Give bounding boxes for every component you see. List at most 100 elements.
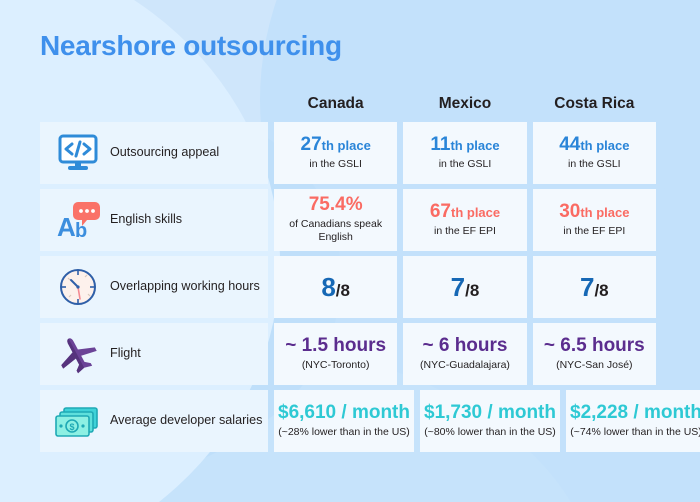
data-cell: 8/8: [274, 256, 398, 318]
cell-value-main: ~ 1.5 hours: [285, 334, 387, 356]
table-row: $ Average developer salaries $6,610 / mon…: [40, 390, 700, 452]
cell-subtext: of Canadians speak English: [289, 218, 383, 244]
cell-primary-value: 7/8: [450, 271, 480, 302]
code-monitor-icon: [54, 131, 102, 175]
row-label-text: Flight: [110, 346, 141, 361]
cell-subtext: in the GSLI: [568, 157, 621, 170]
row-label-cell: Outsourcing appeal: [40, 122, 268, 184]
row-label-text: Overlapping working hours: [110, 279, 260, 294]
cell-subtext: in the EF EPI: [434, 224, 496, 237]
cell-subtext: (~74% lower than in the US): [570, 425, 700, 438]
cell-value-main: 75.4%: [308, 194, 363, 216]
table-row: Flight ~ 1.5 hours (NYC-Toronto) ~ 6 hours (…: [40, 323, 656, 385]
page-title: Nearshore outsourcing: [40, 30, 342, 61]
cell-value-suffix: th place: [321, 137, 371, 153]
cell-value-main: 27: [300, 133, 322, 155]
table-row: Outsourcing appeal 27th place in the GSLI 1…: [40, 122, 656, 184]
cell-subtext: in the GSLI: [438, 157, 492, 170]
table-header-row: Canada Mexico Costa Rica: [40, 86, 656, 122]
cell-subtext: (~80% lower than in the US): [424, 425, 556, 438]
cell-primary-value: $1,730 / month: [424, 401, 556, 424]
data-cell: ~ 6 hours (NYC-Guadalajara): [403, 323, 527, 385]
row-label-cell: A b English skills: [40, 189, 268, 251]
cell-value-suffix: /8: [465, 280, 480, 300]
row-label-text: English skills: [110, 212, 183, 227]
cell-value-main: ~ 6 hours: [422, 334, 508, 356]
cell-value-suffix: th place: [580, 204, 630, 220]
cell-subtext: (NYC-Toronto): [301, 358, 370, 371]
cell-subtext: (NYC-Guadalajara): [420, 358, 510, 371]
table-body: Outsourcing appeal 27th place in the GSLI 1…: [40, 122, 700, 452]
cell-primary-value: 8/8: [321, 271, 350, 302]
data-cell: $1,730 / month (~80% lower than in the US…: [420, 390, 560, 452]
cell-value-suffix: /8: [594, 280, 609, 300]
cell-value-suffix: th place: [450, 137, 500, 153]
cell-primary-value: 7/8: [579, 271, 609, 302]
svg-text:b: b: [75, 220, 87, 241]
column-header-costa-rica: Costa Rica: [554, 95, 635, 112]
data-cell: 11th place in the GSLI: [403, 122, 527, 184]
cell-subtext: (NYC-San José): [556, 358, 633, 371]
row-label-text: Outsourcing appeal: [110, 145, 220, 160]
comparison-table: Canada Mexico Costa Rica Outsourcing app…: [40, 86, 700, 457]
cell-value-suffix: th place: [580, 137, 630, 153]
table-row: Overlapping working hours 8/8 7/8 7/8: [40, 256, 656, 318]
row-label-cell: $ Average developer salaries: [40, 390, 268, 452]
row-label-cell: Overlapping working hours: [40, 256, 268, 318]
data-cell: ~ 6.5 hours (NYC-San José): [532, 323, 656, 385]
row-label-cell: Flight: [40, 323, 268, 385]
data-cell: 75.4% of Canadians speak English: [274, 189, 398, 251]
cell-value-main: $2,228 / month: [570, 401, 700, 423]
code-monitor-icon-svg: [58, 134, 98, 170]
cell-value-main: $6,610 / month: [278, 401, 410, 423]
cell-primary-value: 30th place: [559, 200, 630, 223]
svg-text:$: $: [69, 422, 74, 432]
cell-primary-value: $2,228 / month: [570, 401, 700, 424]
money-cash-icon-svg: $: [55, 407, 98, 437]
svg-text:A: A: [57, 212, 76, 241]
cell-value-main: 67: [429, 200, 451, 222]
clock-icon: [54, 265, 102, 309]
cell-value-main: 30: [559, 200, 581, 222]
airplane-icon-svg: [61, 338, 97, 374]
cell-primary-value: 44th place: [559, 133, 630, 156]
cell-value-main: 7: [579, 271, 595, 302]
data-cell: $2,228 / month (~74% lower than in the US…: [566, 390, 700, 452]
cell-value-main: ~ 6.5 hours: [543, 334, 645, 356]
cell-primary-value: 67th place: [429, 200, 501, 223]
cell-primary-value: ~ 6 hours: [422, 334, 508, 357]
cell-value-main: 11: [430, 133, 451, 155]
cell-subtext: in the EF EPI: [563, 224, 626, 237]
cell-value-main: 44: [559, 133, 581, 155]
cell-subtext: in the GSLI: [309, 157, 362, 170]
cell-value-main: 8: [321, 271, 336, 302]
column-header-canada: Canada: [307, 95, 364, 112]
data-cell: 44th place in the GSLI: [532, 122, 656, 184]
cell-subtext: (~28% lower than in the US): [278, 425, 410, 438]
cell-primary-value: 11th place: [430, 133, 500, 156]
clock-icon-svg: [60, 269, 96, 305]
money-cash-icon: $: [54, 399, 102, 443]
data-cell: 7/8: [403, 256, 527, 318]
cell-value-suffix: th place: [451, 204, 501, 220]
language-speech-icon: A b: [54, 198, 102, 242]
cell-value-suffix: /8: [335, 280, 350, 300]
cell-primary-value: ~ 1.5 hours: [285, 334, 387, 357]
data-cell: 67th place in the EF EPI: [403, 189, 527, 251]
data-cell: ~ 1.5 hours (NYC-Toronto): [274, 323, 398, 385]
data-cell: $6,610 / month (~28% lower than in the US…: [274, 390, 414, 452]
airplane-icon: [54, 332, 102, 376]
cell-primary-value: 75.4%: [308, 194, 363, 216]
column-header-mexico: Mexico: [438, 95, 492, 112]
table-row: A b English skills 75.4% of Canadians spea…: [40, 189, 656, 251]
row-label-text: Average developer salaries: [110, 413, 263, 428]
data-cell: 30th place in the EF EPI: [532, 189, 656, 251]
data-cell: 27th place in the GSLI: [274, 122, 398, 184]
data-cell: 7/8: [532, 256, 656, 318]
language-speech-icon-svg: A b: [57, 202, 100, 241]
cell-value-main: 7: [450, 271, 466, 302]
cell-value-main: $1,730 / month: [424, 401, 556, 423]
cell-primary-value: $6,610 / month: [278, 401, 410, 424]
cell-primary-value: ~ 6.5 hours: [543, 334, 645, 357]
